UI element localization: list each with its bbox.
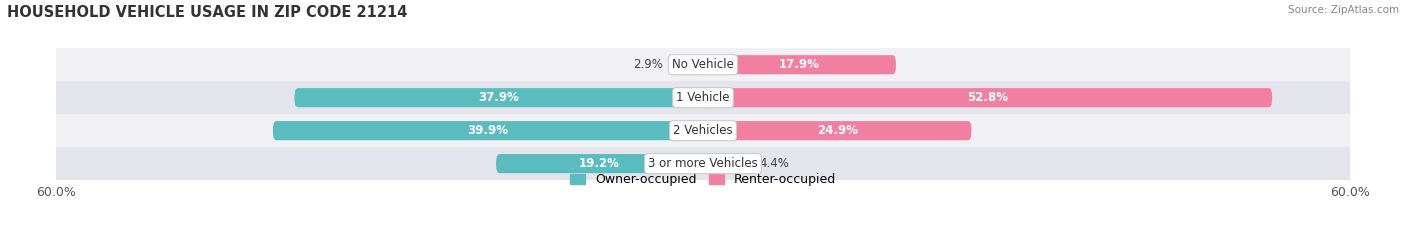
Text: 37.9%: 37.9% <box>478 91 519 104</box>
FancyBboxPatch shape <box>496 154 703 173</box>
Text: 19.2%: 19.2% <box>579 157 620 170</box>
Text: 2 Vehicles: 2 Vehicles <box>673 124 733 137</box>
FancyBboxPatch shape <box>703 88 1272 107</box>
Bar <box>56 81 1350 114</box>
FancyBboxPatch shape <box>672 55 703 74</box>
Text: 52.8%: 52.8% <box>967 91 1008 104</box>
Text: 24.9%: 24.9% <box>817 124 858 137</box>
Text: 2.9%: 2.9% <box>633 58 664 71</box>
Text: 17.9%: 17.9% <box>779 58 820 71</box>
Text: No Vehicle: No Vehicle <box>672 58 734 71</box>
Text: 1 Vehicle: 1 Vehicle <box>676 91 730 104</box>
Text: HOUSEHOLD VEHICLE USAGE IN ZIP CODE 21214: HOUSEHOLD VEHICLE USAGE IN ZIP CODE 2121… <box>7 5 408 20</box>
Bar <box>56 48 1350 81</box>
Text: 4.4%: 4.4% <box>759 157 789 170</box>
Bar <box>56 114 1350 147</box>
FancyBboxPatch shape <box>703 55 896 74</box>
FancyBboxPatch shape <box>273 121 703 140</box>
FancyBboxPatch shape <box>703 121 972 140</box>
FancyBboxPatch shape <box>703 154 751 173</box>
Text: 3 or more Vehicles: 3 or more Vehicles <box>648 157 758 170</box>
Text: Source: ZipAtlas.com: Source: ZipAtlas.com <box>1288 5 1399 15</box>
Bar <box>56 147 1350 180</box>
Legend: Owner-occupied, Renter-occupied: Owner-occupied, Renter-occupied <box>569 173 837 186</box>
FancyBboxPatch shape <box>294 88 703 107</box>
Text: 39.9%: 39.9% <box>467 124 509 137</box>
